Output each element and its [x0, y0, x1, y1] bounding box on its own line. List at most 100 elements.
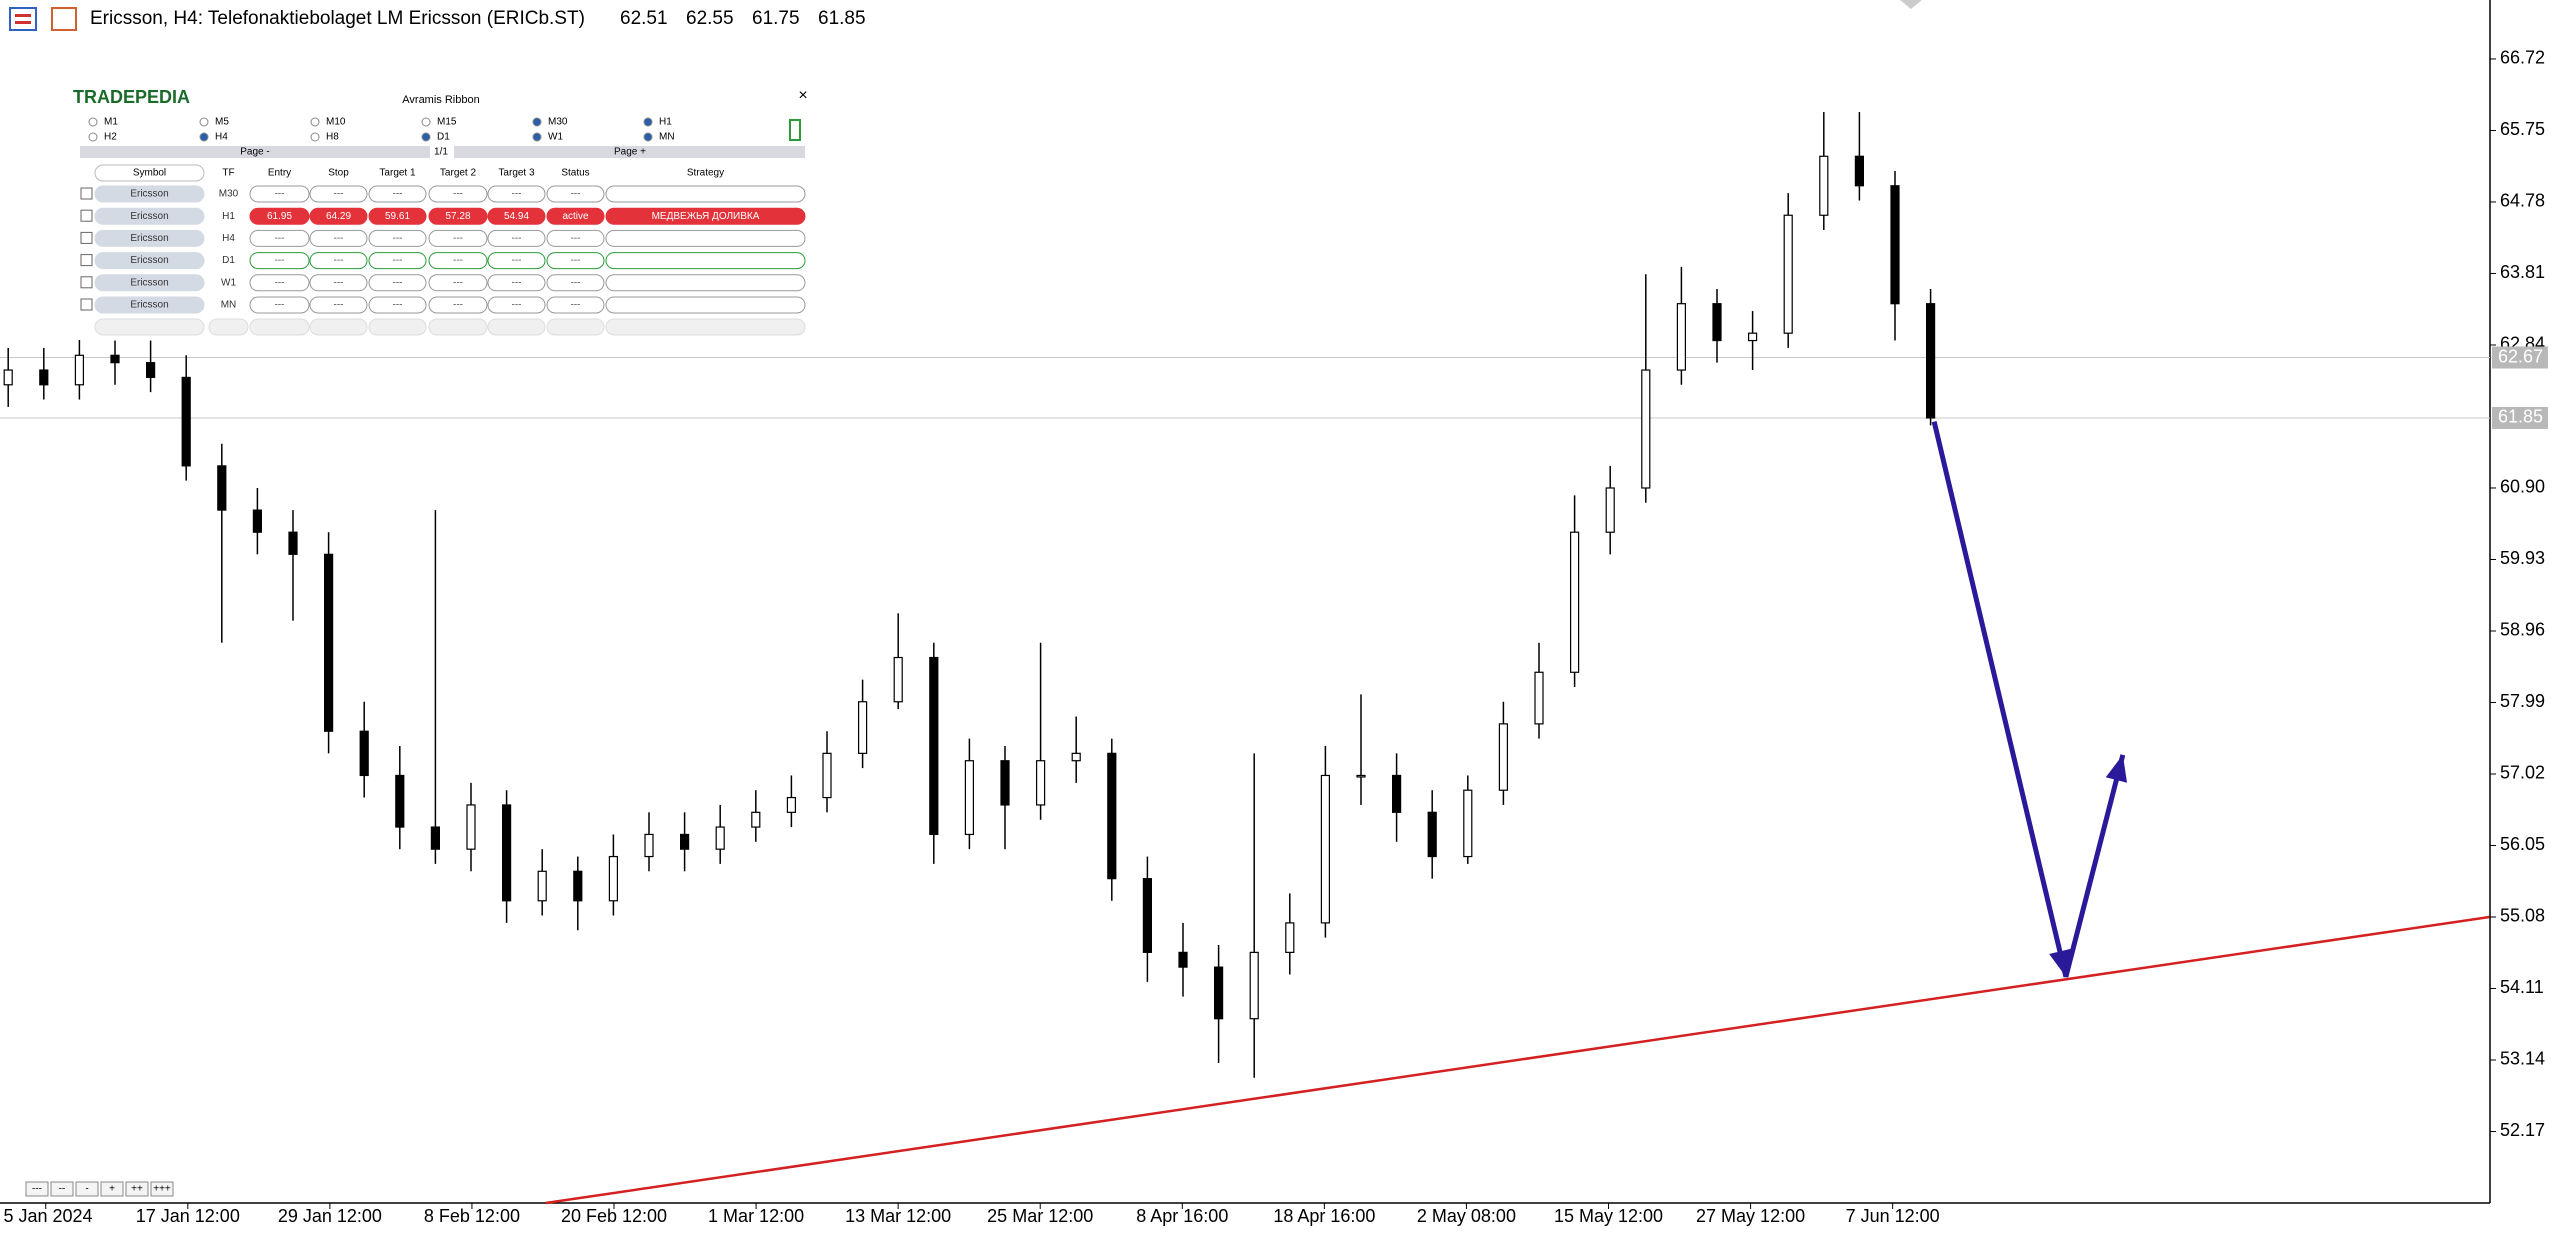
- timeframe-radio[interactable]: [421, 132, 431, 142]
- ohlc-value: 62.51: [620, 8, 668, 29]
- chart-title: Ericsson, H4: Telefonaktiebolaget LM Eri…: [90, 8, 585, 29]
- candle-body: [288, 531, 298, 555]
- cell-text: ---: [453, 277, 463, 288]
- empty-cell: [605, 318, 806, 336]
- cell-text: Ericsson: [130, 277, 168, 288]
- candle-body: [430, 826, 440, 850]
- timeframe-radio[interactable]: [643, 132, 653, 142]
- candle-body: [1035, 760, 1046, 806]
- y-tick-label: 53.14: [2500, 1049, 2545, 1069]
- timeframe-radio[interactable]: [310, 117, 320, 127]
- status-icon: [789, 119, 801, 141]
- menu-icon[interactable]: [9, 7, 37, 31]
- candle-body: [893, 656, 903, 703]
- timeframe-radio[interactable]: [421, 117, 431, 127]
- cell-box: [249, 207, 310, 225]
- candle-body: [110, 354, 120, 364]
- cell-box: [249, 229, 310, 247]
- y-tick-label: 57.02: [2500, 763, 2545, 783]
- zoom-button[interactable]: [150, 1181, 174, 1197]
- column-header: Stop: [328, 168, 349, 179]
- y-tick-label: 56.05: [2500, 834, 2545, 854]
- zoom-button[interactable]: [50, 1181, 74, 1197]
- timeframe-radio[interactable]: [88, 132, 98, 142]
- column-header: Entry: [268, 168, 291, 179]
- candle-body: [1890, 185, 1900, 305]
- chart-icon[interactable]: [51, 7, 77, 31]
- candle-body: [181, 376, 191, 467]
- cell-box: [605, 185, 806, 203]
- zoom-button[interactable]: [75, 1181, 99, 1197]
- zoom-button-label: ++: [131, 1184, 143, 1195]
- zoom-button[interactable]: [100, 1181, 124, 1197]
- x-tick-label: 8 Feb 12:00: [424, 1206, 520, 1226]
- timeframe-radio[interactable]: [532, 117, 542, 127]
- cell-box: [428, 274, 488, 292]
- row-toggle[interactable]: [80, 298, 93, 311]
- row-toggle[interactable]: [80, 209, 93, 222]
- zoom-button-label: ---: [32, 1184, 42, 1195]
- candle-body: [74, 354, 85, 386]
- cell-box: [605, 229, 806, 247]
- candle-body: [1285, 922, 1295, 953]
- cell-box: [546, 274, 605, 292]
- candle-body: [3, 369, 13, 386]
- timeframe-label: M5: [215, 117, 229, 128]
- cell-text: Ericsson: [130, 300, 168, 311]
- cell-box: [546, 296, 605, 314]
- page-next-btn[interactable]: [454, 146, 805, 158]
- zoom-button[interactable]: [125, 1181, 149, 1197]
- cell-box: [605, 207, 806, 225]
- timeframe-radio[interactable]: [532, 132, 542, 142]
- cell-box: [368, 296, 427, 314]
- x-tick-label: 20 Feb 12:00: [561, 1206, 667, 1226]
- timeframe-radio[interactable]: [643, 117, 653, 127]
- candle-body: [573, 870, 583, 902]
- cell-box: [605, 296, 806, 314]
- zoom-button[interactable]: [25, 1181, 49, 1197]
- panel-close[interactable]: ×: [798, 87, 807, 104]
- row-toggle[interactable]: [80, 231, 93, 244]
- cell-text: 54.94: [504, 211, 529, 222]
- cell-text: ---: [453, 300, 463, 311]
- page-next: Page +: [614, 147, 646, 158]
- cell-text: ---: [571, 255, 581, 266]
- candle-body: [146, 362, 156, 379]
- cell-text: ---: [275, 189, 285, 200]
- candle-body: [537, 870, 547, 902]
- column-header: Target 1: [379, 168, 416, 179]
- row-toggle[interactable]: [80, 187, 93, 200]
- y-tick-label: 63.81: [2500, 262, 2545, 282]
- cell-text: ---: [334, 300, 344, 311]
- row-toggle[interactable]: [80, 254, 93, 267]
- timeframe-label: H8: [326, 132, 339, 143]
- x-tick-label: 29 Jan 12:00: [278, 1206, 382, 1226]
- cell-box: [368, 229, 427, 247]
- candle-body: [252, 509, 262, 533]
- x-tick-label: 18 Apr 16:00: [1273, 1206, 1375, 1226]
- cell-box: [546, 207, 605, 225]
- timeframe-radio[interactable]: [88, 117, 98, 127]
- candle-body: [1142, 878, 1153, 953]
- candle-body: [39, 369, 49, 386]
- candle-body: [1854, 155, 1865, 187]
- candle-body: [679, 833, 690, 850]
- row-toggle[interactable]: [80, 276, 93, 289]
- candle-body: [608, 855, 619, 902]
- timeframe-radio[interactable]: [310, 132, 320, 142]
- timeframe-radio[interactable]: [199, 132, 209, 142]
- cell-text: ---: [512, 189, 522, 200]
- candle-body: [964, 760, 975, 836]
- cell-box: [208, 207, 249, 225]
- cell-box: [428, 296, 488, 314]
- page-prev-btn[interactable]: [80, 146, 430, 158]
- cell-text: ---: [334, 255, 344, 266]
- cell-box: [368, 252, 427, 270]
- y-tick-label: 54.11: [2500, 977, 2544, 997]
- cell-box: [428, 185, 488, 203]
- cell-text: MN: [221, 300, 237, 311]
- candle-body: [1605, 487, 1615, 533]
- trade-panel: TRADEPEDIA Avramis Ribbon × M1 M5 M10 M15 M30 H1…: [73, 85, 810, 340]
- candle-body: [1747, 332, 1758, 342]
- timeframe-radio[interactable]: [199, 117, 209, 127]
